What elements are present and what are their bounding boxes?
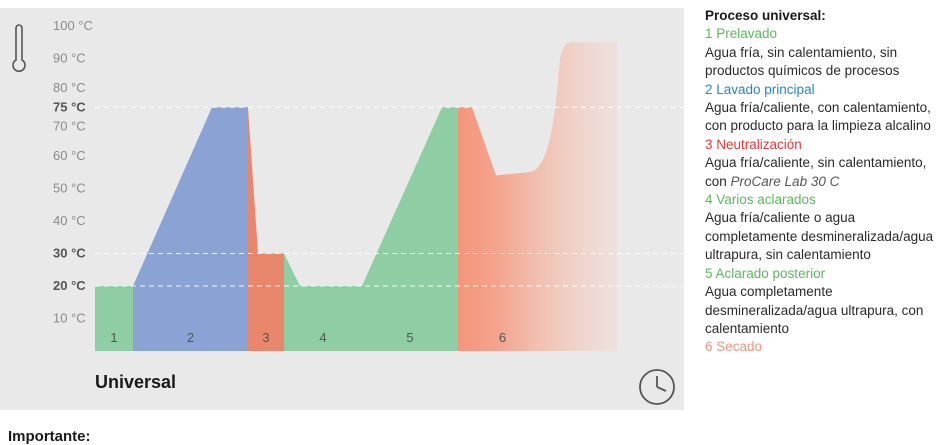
process-legend: Proceso universal: 1 Prelavado Agua fría,… (705, 7, 937, 357)
legend-phase-description: Agua fría, sin calentamiento, sin produc… (705, 44, 900, 79)
y-tick-label: 30 °C (53, 246, 86, 261)
phase-3-area (248, 107, 284, 351)
legend-phase-label: 6 Secado (705, 339, 763, 355)
y-tick-label: 20 °C (53, 278, 86, 293)
temperature-chart: 10 °C 20 °C 30 °C 40 °C 50 °C 60 °C 70 °C 75 °C… (53, 18, 684, 351)
phase-number-label: 5 (406, 330, 413, 345)
legend-phase-label: 3 Neutralización (705, 136, 802, 152)
y-tick-label: 75 °C (53, 99, 86, 114)
phase-4-area (284, 253, 362, 351)
y-tick-label: 40 °C (53, 213, 86, 228)
clock-icon[interactable] (637, 367, 677, 407)
phase-number-label: 3 (262, 330, 269, 345)
thermometer-icon (12, 24, 26, 72)
legend-phase-label: 5 Aclarado posterior (705, 265, 826, 281)
legend-phase-label: 1 Prelavado (705, 26, 778, 42)
phase-number-label: 2 (187, 330, 194, 345)
process-chart-panel: 10 °C 20 °C 30 °C 40 °C 50 °C 60 °C 70 °C 75 °C… (0, 8, 684, 410)
legend-title: Proceso universal: (705, 8, 826, 23)
phase-number-label: 4 (319, 330, 326, 345)
legend-phase-description: Agua fría/caliente o agua completamente … (705, 210, 934, 263)
legend-phase-description: Agua fría/caliente, sin calentamiento, c… (705, 155, 927, 189)
y-tick-label: 50 °C (53, 181, 86, 196)
chart-title: Universal (95, 372, 177, 392)
note-heading: Importante: (8, 428, 91, 445)
y-tick-label: 90 °C (53, 51, 86, 66)
phase-1-area (95, 286, 133, 351)
phase-number-label: 1 (110, 330, 117, 345)
legend-phase-description: Agua completamente desmineralizada/agua … (705, 284, 924, 336)
legend-phase-label: 2 Lavado principal (705, 81, 815, 97)
phase-5-area (362, 107, 458, 351)
legend-phase-description: Agua fría/caliente, con calentamiento, c… (705, 100, 931, 134)
phase-6-area (458, 42, 617, 351)
phase-2-area (133, 107, 248, 351)
y-tick-label: 10 °C (53, 311, 86, 326)
legend-phase-label: 4 Varios aclarados (705, 192, 816, 208)
phase-number-label: 6 (499, 330, 506, 345)
y-tick-label: 60 °C (53, 148, 86, 163)
y-tick-label: 100 °C (53, 18, 93, 33)
legend-product-name: ProCare Lab 30 C (730, 173, 840, 189)
y-tick-label: 80 °C (53, 80, 86, 95)
y-tick-label: 70 °C (53, 119, 86, 134)
